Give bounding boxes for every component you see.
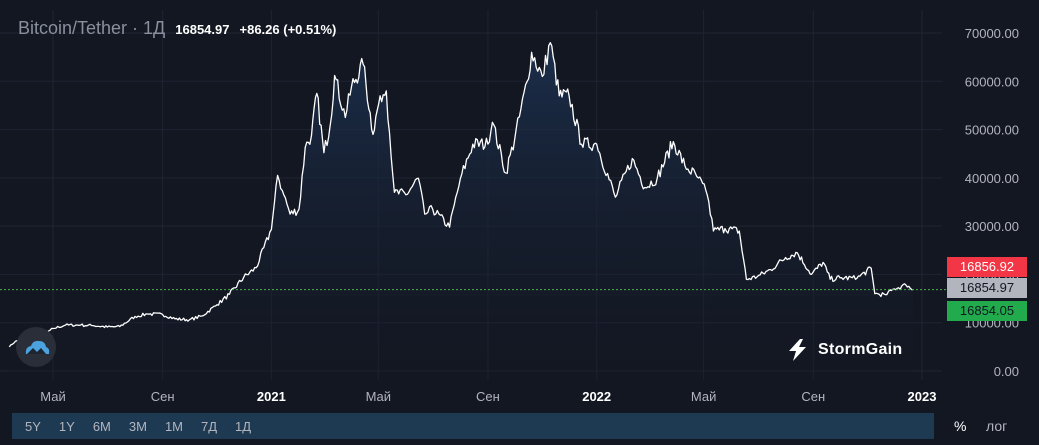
x-tick-label: Май [366,389,391,404]
high-price-tag: 16856.92 [947,257,1027,277]
stormgain-logo: StormGain [786,338,903,362]
x-tick-label: 2023 [908,389,937,404]
low-price-tag: 16854.05 [947,301,1027,321]
symbol-title[interactable]: Bitcoin/Tether · 1Д [18,18,166,38]
period-selector: 5Y 1Y 6M 3M 1M 7Д 1Д [12,413,934,439]
period-1m-button[interactable]: 1M [164,418,183,434]
y-tick-label: 0.00 [994,364,1019,379]
y-tick-label: 30000.00 [965,219,1019,234]
price-area [9,42,914,380]
log-scale-button[interactable]: лог [986,418,1008,434]
y-axis: 0.0010000.0020000.0030000.0040000.005000… [965,26,1019,379]
x-tick-label: Май [691,389,716,404]
x-tick-label: 2021 [257,389,286,404]
period-7d-button[interactable]: 7Д [201,418,218,434]
x-tick-label: Сен [476,389,500,404]
x-tick-label: Май [40,389,65,404]
y-tick-label: 50000.00 [965,123,1019,138]
cloud-logo-icon [16,327,56,367]
y-tick-label: 70000.00 [965,26,1019,41]
x-tick-label: Сен [151,389,175,404]
y-tick-label: 60000.00 [965,74,1019,89]
x-tick-label: 2022 [582,389,611,404]
period-5y-button[interactable]: 5Y [25,418,41,434]
period-1d-button[interactable]: 1Д [235,418,252,434]
y-tick-label: 40000.00 [965,171,1019,186]
period-1y-button[interactable]: 1Y [58,418,75,434]
percent-scale-button[interactable]: % [954,418,967,434]
chart-header: Bitcoin/Tether · 1Д 16854.97 +86.26 (+0.… [18,18,336,42]
header-price: 16854.97 [175,22,230,37]
last-price-tag: 16854.97 [947,278,1027,298]
header-change: +86.26 (+0.51%) [239,22,337,37]
price-chart[interactable]: 0.0010000.0020000.0030000.0040000.005000… [0,0,1039,410]
lightning-bolt-icon [789,339,806,361]
period-3m-button[interactable]: 3M [128,418,147,434]
brand-name: StormGain [818,341,903,358]
price-line [8,42,914,348]
period-6m-button[interactable]: 6M [92,418,111,434]
x-axis: Май Сен 2021 Май Сен 2022 Май Сен 2023 [40,389,936,404]
x-tick-label: Сен [801,389,825,404]
